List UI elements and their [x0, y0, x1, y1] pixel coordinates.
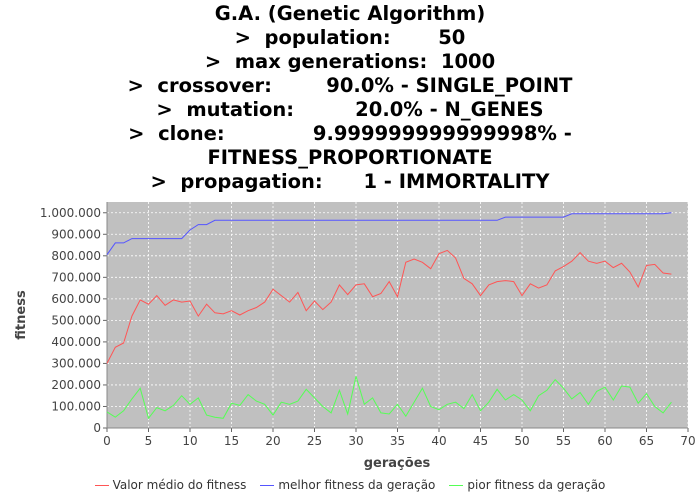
- subtitle-mutation: > mutation: 20.0% - N_GENES: [156, 98, 544, 121]
- subtitle-clone-continuation: FITNESS_PROPORTIONATE: [207, 146, 493, 169]
- x-tick-label: 45: [473, 434, 488, 448]
- legend-swatch: [449, 484, 464, 486]
- chart-title-block: G.A. (Genetic Algorithm) > population: 5…: [0, 2, 700, 194]
- x-tick-label: 70: [680, 434, 695, 448]
- legend-swatch: [260, 484, 275, 486]
- x-tick-label: 40: [431, 434, 446, 448]
- legend-label: pior fitness da geração: [467, 478, 606, 492]
- series-line-melhor-fitness-da-geracao: [106, 212, 672, 255]
- legend-item: pior fitness da geração: [449, 478, 605, 492]
- subtitle-population: > population: 50: [234, 26, 466, 49]
- x-tick-label: 60: [597, 434, 612, 448]
- x-axis-label: gerações: [364, 456, 431, 471]
- series-line-valor-medio-do-fitness: [106, 249, 672, 364]
- y-tick-label: 200.000: [51, 378, 101, 392]
- x-tick-label: 50: [514, 434, 529, 448]
- legend: Valor médio do fitness melhor fitness da …: [0, 478, 700, 492]
- axes: 0 100.000 200.000 300.000 400.000 500.000 600.…: [40, 202, 696, 448]
- grid: [107, 202, 689, 428]
- subtitle-clone: > clone: 9.999999999999998% -: [128, 122, 572, 145]
- y-axis-label: fitness: [14, 290, 29, 340]
- x-tick-label: 25: [307, 434, 322, 448]
- x-tick-label: 30: [348, 434, 363, 448]
- legend-label: Valor médio do fitness: [112, 478, 247, 492]
- subtitle-propagation: > propagation: 1 - IMMORTALITY: [150, 170, 550, 193]
- y-tick-label: 300.000: [51, 356, 101, 370]
- x-tick-label: 5: [145, 434, 153, 448]
- series-lines: [106, 212, 672, 420]
- y-tick-label: 400.000: [51, 335, 101, 349]
- y-tick-label: 900.000: [51, 227, 101, 241]
- subtitle-crossover: > crossover: 90.0% - SINGLE_POINT: [127, 74, 573, 97]
- y-tick-label: 0: [93, 421, 101, 435]
- legend-item: Valor médio do fitness: [94, 478, 247, 492]
- legend-swatch: [94, 484, 109, 486]
- y-tick-label: 800.000: [51, 249, 101, 263]
- x-tick-label: 10: [182, 434, 197, 448]
- y-tick-label: 1.000.000: [40, 206, 101, 220]
- legend-label: melhor fitness da geração: [278, 478, 436, 492]
- y-tick-label: 500.000: [51, 313, 101, 327]
- chart-title: G.A. (Genetic Algorithm): [214, 2, 486, 25]
- subtitle-max-generations: > max generations: 1000: [204, 50, 496, 73]
- y-tick-label: 600.000: [51, 292, 101, 306]
- x-tick-label: 15: [224, 434, 239, 448]
- legend-item: melhor fitness da geração: [260, 478, 435, 492]
- x-tick-label: 0: [103, 434, 111, 448]
- series-line-pior-fitness-da-geracao: [106, 376, 672, 420]
- y-tick-label: 100.000: [51, 399, 101, 413]
- x-tick-label: 20: [265, 434, 280, 448]
- x-tick-label: 55: [556, 434, 571, 448]
- x-tick-label: 65: [639, 434, 654, 448]
- y-tick-label: 700.000: [51, 270, 101, 284]
- x-tick-label: 35: [390, 434, 405, 448]
